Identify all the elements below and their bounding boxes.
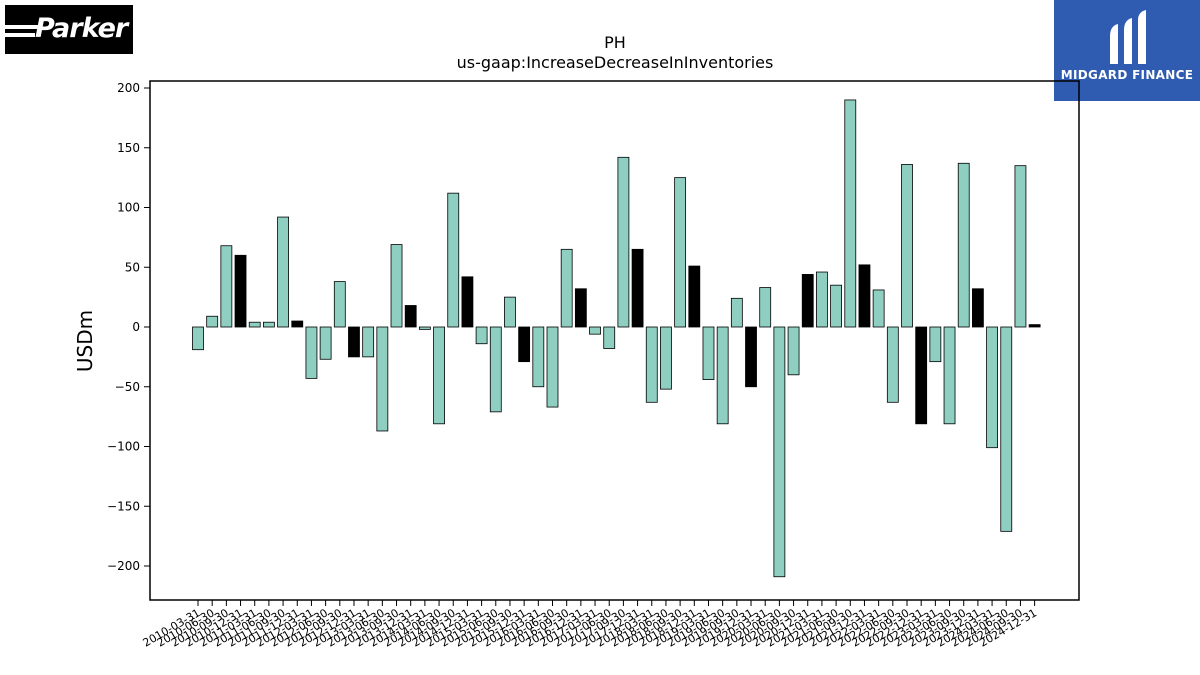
bar-2024-12-31 bbox=[1028, 324, 1041, 328]
bar-2020-03-31 bbox=[759, 287, 772, 328]
y-tick-label: −150 bbox=[107, 499, 140, 513]
bar-2011-12-31 bbox=[291, 320, 304, 328]
bar-2023-03-31 bbox=[929, 326, 942, 363]
bar-2022-03-31 bbox=[872, 289, 885, 328]
bars-layer bbox=[192, 99, 1041, 578]
bar-2011-09-30 bbox=[277, 216, 289, 328]
bar-2016-06-30 bbox=[546, 326, 559, 408]
parker-logo: Parker bbox=[5, 5, 133, 54]
chart-title: PH bbox=[604, 33, 626, 52]
y-tick-label: −100 bbox=[107, 440, 140, 454]
y-axis-label: USDm bbox=[73, 310, 97, 372]
y-tick-label: 100 bbox=[117, 201, 140, 215]
bar-2017-03-31 bbox=[589, 326, 601, 335]
logo-stripe bbox=[5, 33, 35, 37]
y-tick-label: −50 bbox=[115, 380, 140, 394]
bar-2010-06-30 bbox=[206, 315, 219, 328]
bar-2017-12-31 bbox=[631, 248, 644, 328]
y-tick-label: −200 bbox=[107, 559, 140, 573]
bar-2020-09-30 bbox=[787, 326, 800, 376]
bar-2013-12-31 bbox=[404, 305, 417, 328]
bar-2012-09-30 bbox=[333, 281, 346, 328]
bar-2024-09-30 bbox=[1014, 165, 1027, 328]
bar-2012-03-31 bbox=[305, 326, 318, 379]
logo-stripe bbox=[5, 25, 39, 29]
bar-2017-06-30 bbox=[603, 326, 616, 349]
bar-2010-09-30 bbox=[220, 245, 233, 328]
bar-2016-09-30 bbox=[560, 248, 573, 328]
y-tick-label: 150 bbox=[117, 141, 140, 155]
y-ticks-layer: 200 150 100 50 0 −50 −100 −150 −200 bbox=[107, 81, 150, 573]
bar-2016-03-31 bbox=[532, 326, 545, 388]
midgard-logo-text: MIDGARD FINANCE bbox=[1060, 68, 1194, 82]
plot-frame bbox=[149, 80, 1080, 601]
bar-2018-06-30 bbox=[660, 326, 672, 390]
midgard-finance-logo: MIDGARD FINANCE bbox=[1054, 0, 1200, 101]
bar-2015-06-30 bbox=[489, 326, 502, 413]
bar-2014-12-31 bbox=[461, 276, 474, 328]
bar-2014-09-30 bbox=[447, 192, 460, 328]
bar-2019-06-30 bbox=[716, 326, 729, 425]
bar-2015-12-31 bbox=[518, 326, 531, 363]
midgard-emblem-icon bbox=[1110, 10, 1146, 64]
bar-2020-12-31 bbox=[801, 274, 814, 328]
bar-2024-03-31 bbox=[986, 326, 998, 449]
bar-2019-09-30 bbox=[730, 297, 743, 328]
bar-2019-12-31 bbox=[745, 326, 757, 388]
bar-2022-09-30 bbox=[901, 164, 913, 328]
bar-2024-06-30 bbox=[1000, 326, 1013, 532]
bar-2022-06-30 bbox=[886, 326, 899, 403]
bar-2014-06-30 bbox=[433, 326, 445, 425]
bar-2010-03-31 bbox=[192, 326, 204, 351]
bar-2012-12-31 bbox=[348, 326, 360, 358]
bar-2023-06-30 bbox=[943, 326, 956, 425]
bar-2021-03-31 bbox=[816, 271, 828, 328]
y-tick-label: 50 bbox=[125, 260, 140, 274]
bar-2016-12-31 bbox=[574, 288, 587, 328]
bar-2022-12-31 bbox=[915, 326, 928, 425]
bar-2013-09-30 bbox=[390, 244, 403, 328]
parker-logo-text: Parker bbox=[35, 13, 128, 44]
bar-2012-06-30 bbox=[319, 326, 332, 360]
bar-2023-09-30 bbox=[957, 162, 970, 328]
x-ticks-layer: 2010-03-312010-06-302010-09-302010-12-31… bbox=[141, 600, 1039, 650]
bar-2011-06-30 bbox=[262, 321, 275, 328]
bar-2021-12-31 bbox=[858, 264, 871, 328]
bar-2015-03-31 bbox=[475, 326, 488, 345]
bar-2019-03-31 bbox=[702, 326, 715, 380]
y-tick-label: 200 bbox=[117, 81, 140, 95]
chart-subtitle: us-gaap:IncreaseDecreaseInInventories bbox=[457, 53, 774, 72]
y-tick-label: 0 bbox=[132, 320, 140, 334]
bar-2018-12-31 bbox=[688, 265, 701, 328]
bar-2017-09-30 bbox=[617, 156, 630, 328]
bar-2021-09-30 bbox=[844, 99, 857, 328]
bar-2010-12-31 bbox=[234, 254, 247, 328]
bar-2013-03-31 bbox=[362, 326, 375, 358]
bar-2018-09-30 bbox=[674, 177, 687, 328]
bar-2014-03-31 bbox=[418, 326, 431, 330]
bar-2020-06-30 bbox=[773, 326, 786, 578]
bar-2011-03-31 bbox=[248, 321, 261, 328]
bar-2013-06-30 bbox=[376, 326, 389, 432]
bar-2018-03-31 bbox=[645, 326, 658, 403]
bar-2021-06-30 bbox=[830, 284, 842, 328]
bar-2023-12-31 bbox=[972, 288, 984, 328]
bar-2015-09-30 bbox=[504, 296, 516, 328]
